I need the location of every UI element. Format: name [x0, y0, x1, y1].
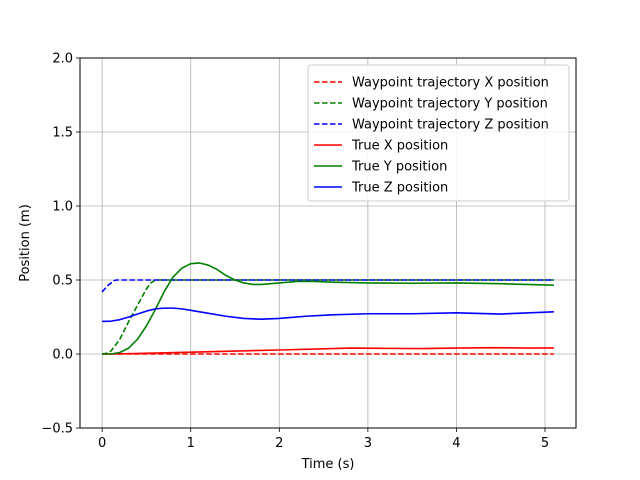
legend-label-waypoint-trajectory-x-position: Waypoint trajectory X position [352, 76, 549, 91]
y-tick-label: −0.5 [41, 422, 73, 437]
legend-label-true-z-position: True Z position [351, 181, 448, 196]
ticks: 0 1 2 3 4 5 −0.5 0.0 0.5 1.0 1.5 2.0 [41, 52, 549, 452]
y-axis-label: Position (m) [18, 204, 33, 282]
legend: Waypoint trajectory X position Waypoint t… [307, 64, 570, 202]
plot-frame [79, 57, 577, 429]
series-line-true-z-position [102, 307, 554, 323]
series-line-true-x-position [102, 346, 554, 355]
y-tick-label: 0.0 [52, 348, 73, 363]
x-tick-label: 1 [187, 436, 195, 451]
series-line-true-y-position [102, 262, 554, 355]
y-tick-label: 0.5 [52, 274, 73, 289]
legend-label-waypoint-trajectory-z-position: Waypoint trajectory Z position [352, 118, 549, 133]
legend-label-true-x-position: True X position [351, 139, 448, 154]
x-tick-label: 2 [275, 436, 283, 451]
legend-label-waypoint-trajectory-y-position: Waypoint trajectory Y position [352, 97, 548, 112]
x-tick-label: 5 [541, 436, 549, 451]
x-tick-label: 0 [98, 436, 106, 451]
x-tick-label: 3 [364, 436, 372, 451]
legend-label-true-y-position: True Y position [351, 160, 447, 175]
legend-box [307, 64, 570, 202]
y-tick-label: 1.5 [52, 126, 73, 141]
y-tick-label: 1.0 [52, 200, 73, 215]
x-tick-label: 4 [452, 436, 460, 451]
series-line-waypoint-trajectory-z-position [101, 279, 554, 293]
series-layer [101, 262, 554, 355]
y-tick-label: 2.0 [52, 52, 73, 67]
x-axis-label: Time (s) [301, 457, 355, 472]
